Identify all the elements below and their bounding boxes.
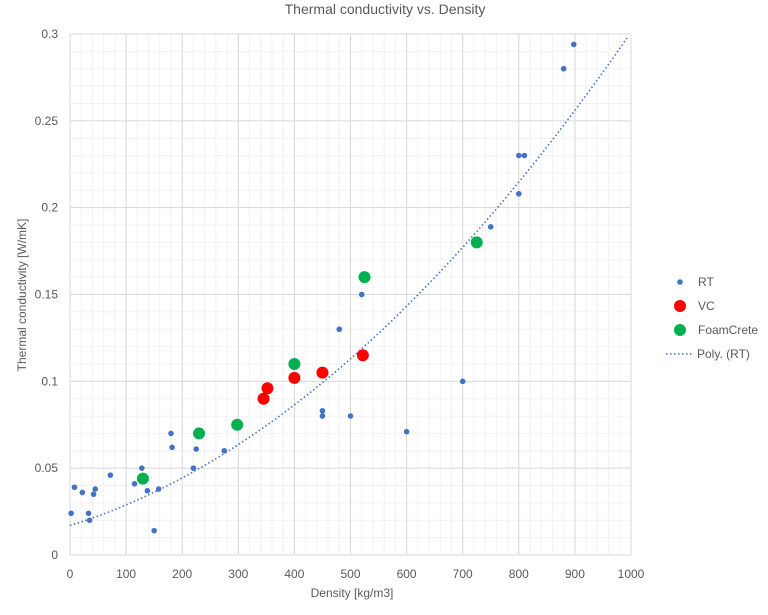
- x-tick-label: 900: [565, 567, 585, 581]
- y-tick-label: 0.25: [35, 114, 59, 128]
- point-rt: [151, 527, 157, 534]
- chart-title: Thermal conductivity vs. Density: [285, 1, 486, 17]
- x-tick-label: 100: [116, 567, 136, 581]
- point-rt: [403, 428, 410, 435]
- x-tick-label: 600: [397, 567, 417, 581]
- point-rt: [560, 65, 567, 72]
- point-rt: [336, 326, 343, 333]
- point-foamcrete: [288, 357, 301, 370]
- point-rt: [155, 486, 162, 492]
- point-foamcrete: [358, 271, 371, 284]
- point-rt: [516, 190, 522, 197]
- point-rt: [79, 489, 86, 496]
- point-rt: [86, 517, 93, 524]
- point-vc: [257, 392, 270, 405]
- legend-swatch-vc: [674, 300, 686, 312]
- point-rt: [570, 41, 577, 48]
- point-vc: [288, 371, 301, 384]
- point-rt: [521, 152, 528, 159]
- data-points: [68, 41, 577, 534]
- point-rt: [221, 448, 228, 454]
- point-rt: [319, 408, 326, 414]
- point-rt: [139, 465, 145, 471]
- legend-label-rt: RT: [698, 275, 714, 289]
- y-tick-label: 0.2: [41, 201, 58, 215]
- y-axis-ticks: 0 0.05 0.1 0.15 0.2 0.25 0.3: [35, 27, 59, 562]
- point-foamcrete: [470, 236, 483, 249]
- point-rt: [190, 465, 197, 471]
- plot-area-border: [69, 33, 632, 556]
- point-vc: [316, 366, 329, 379]
- point-rt: [487, 223, 494, 230]
- point-rt: [516, 152, 522, 159]
- point-foamcrete: [193, 427, 206, 440]
- point-rt: [71, 484, 78, 491]
- y-tick-label: 0.05: [35, 461, 59, 475]
- point-foamcrete: [136, 472, 149, 485]
- x-tick-label: 1000: [618, 567, 645, 581]
- legend-label-poly-rt: Poly. (RT): [697, 347, 750, 361]
- x-tick-label: 200: [172, 567, 192, 581]
- point-rt: [193, 446, 200, 452]
- x-tick-label: 500: [340, 567, 360, 581]
- legend: RT VC FoamCrete Poly. (RT): [666, 275, 758, 361]
- point-rt: [92, 486, 99, 492]
- y-axis-label: Thermal conductivity [W/mK]: [15, 219, 29, 372]
- point-rt: [347, 413, 354, 419]
- legend-label-vc: VC: [698, 299, 715, 313]
- legend-label-foamcrete: FoamCrete: [698, 323, 758, 337]
- major-gridlines: [69, 33, 632, 556]
- legend-swatch-rt: [677, 279, 683, 285]
- point-vc: [261, 382, 274, 395]
- point-rt: [90, 491, 97, 498]
- point-rt: [358, 291, 365, 298]
- y-tick-label: 0.1: [41, 374, 58, 388]
- point-foamcrete: [231, 418, 244, 431]
- point-rt: [131, 480, 138, 487]
- x-axis-label: Density [kg/m3]: [311, 586, 394, 600]
- point-rt: [319, 413, 326, 419]
- y-tick-label: 0.3: [41, 27, 58, 41]
- legend-swatch-foamcrete: [674, 324, 686, 336]
- y-tick-label: 0: [51, 548, 58, 562]
- point-rt: [168, 430, 174, 437]
- trendline-poly-rt: [69, 35, 629, 527]
- x-tick-label: 0: [67, 567, 74, 581]
- point-rt: [144, 487, 151, 494]
- x-tick-label: 800: [509, 567, 529, 581]
- x-axis-ticks: 0 100 200 300 400 500 600 700 800 900 1000: [67, 567, 645, 581]
- point-vc: [356, 349, 369, 362]
- point-rt: [459, 378, 466, 385]
- point-rt: [68, 510, 74, 517]
- point-rt: [85, 510, 92, 517]
- x-tick-label: 400: [284, 567, 304, 581]
- x-tick-label: 700: [453, 567, 473, 581]
- point-rt: [107, 472, 114, 478]
- x-tick-label: 300: [228, 567, 248, 581]
- point-rt: [169, 444, 175, 451]
- y-tick-label: 0.15: [35, 288, 59, 302]
